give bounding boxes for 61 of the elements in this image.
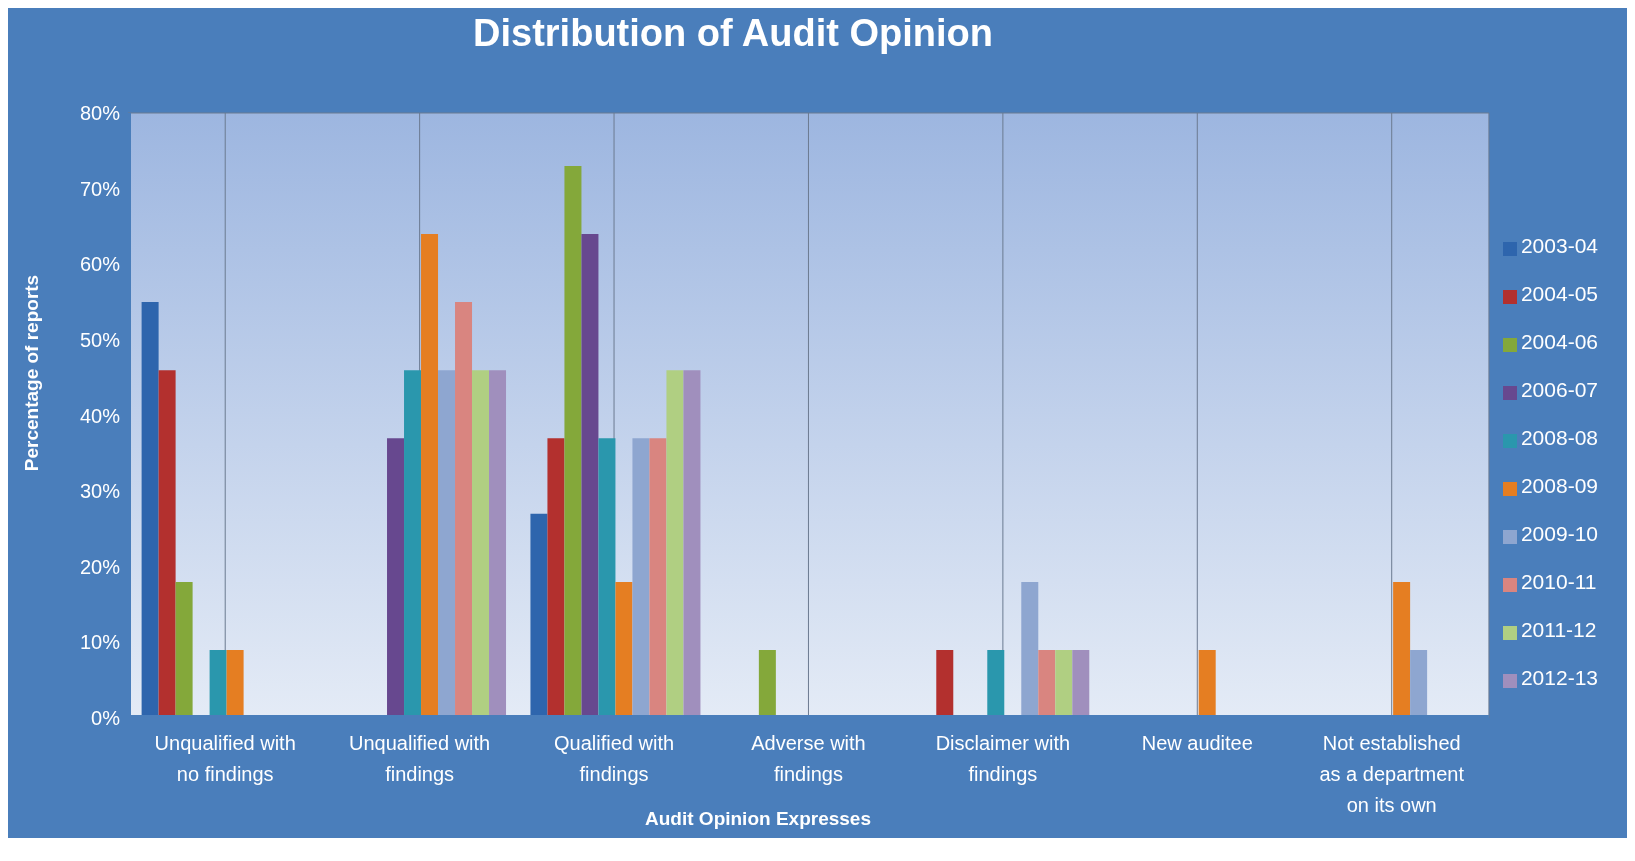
bar <box>1055 649 1073 718</box>
bar <box>421 234 439 718</box>
x-tick-label: Not established as a department on its own <box>1319 732 1465 816</box>
y-tick-label: 30% <box>79 480 121 503</box>
bar <box>615 581 633 718</box>
bar <box>987 649 1005 718</box>
bar <box>683 370 701 718</box>
y-tick-label: 0% <box>91 707 121 730</box>
y-axis-title: Percentage of reports <box>21 274 43 472</box>
bar <box>472 370 490 718</box>
legend-label: 2009-10 <box>1520 522 1598 545</box>
bar <box>758 649 776 718</box>
x-tick-label: Disclaimer with findings <box>935 732 1071 785</box>
bar <box>632 438 650 718</box>
bar <box>1021 581 1039 718</box>
legend-label: 2008-08 <box>1520 426 1598 449</box>
bar <box>387 438 405 718</box>
y-tick-label: 40% <box>79 404 121 427</box>
x-tick-label: Unqualified with findings <box>349 732 491 785</box>
bar <box>581 234 599 718</box>
bar <box>404 370 422 718</box>
x-tick-label: Qualified with findings <box>554 732 675 785</box>
bar <box>489 370 507 718</box>
y-tick-label: 60% <box>79 253 121 276</box>
legend-label: 2006-07 <box>1520 378 1598 401</box>
x-tick-label: New auditee <box>1141 732 1253 754</box>
x-axis-title: Audit Opinion Expresses <box>645 808 871 829</box>
chart-title: Distribution of Audit Opinion <box>472 12 994 55</box>
bar <box>141 302 159 718</box>
bar <box>936 649 954 718</box>
bar <box>598 438 616 718</box>
bar <box>158 370 176 718</box>
y-tick-label: 70% <box>79 177 121 200</box>
y-tick-label: 80% <box>79 102 121 125</box>
bar <box>438 370 456 718</box>
bar <box>209 649 227 718</box>
legend-label: 2004-06 <box>1520 330 1598 353</box>
legend-label: 2004-05 <box>1520 282 1598 305</box>
legend-label: 2003-04 <box>1520 234 1598 257</box>
x-tick-label: Unqualified with no findings <box>154 732 296 785</box>
bar <box>455 302 473 718</box>
x-tick-label: Adverse with findings <box>751 732 866 785</box>
legend-label: 2010-11 <box>1520 570 1597 593</box>
bar <box>175 581 193 718</box>
y-tick-label: 50% <box>79 328 121 351</box>
legend-label: 2012-13 <box>1520 666 1598 689</box>
bar <box>1038 649 1056 718</box>
bar <box>530 513 548 718</box>
bar <box>666 370 684 718</box>
bar <box>564 165 582 718</box>
legend-label: 2008-09 <box>1520 474 1598 497</box>
bar <box>1410 649 1428 718</box>
bar <box>1072 649 1090 718</box>
bar <box>649 438 667 718</box>
bar <box>1198 649 1216 718</box>
bar <box>1393 581 1411 718</box>
bar <box>547 438 565 718</box>
y-tick-label: 20% <box>79 555 121 578</box>
legend-label: 2011-12 <box>1520 618 1597 641</box>
bar <box>226 649 244 718</box>
y-tick-label: 10% <box>79 631 121 654</box>
